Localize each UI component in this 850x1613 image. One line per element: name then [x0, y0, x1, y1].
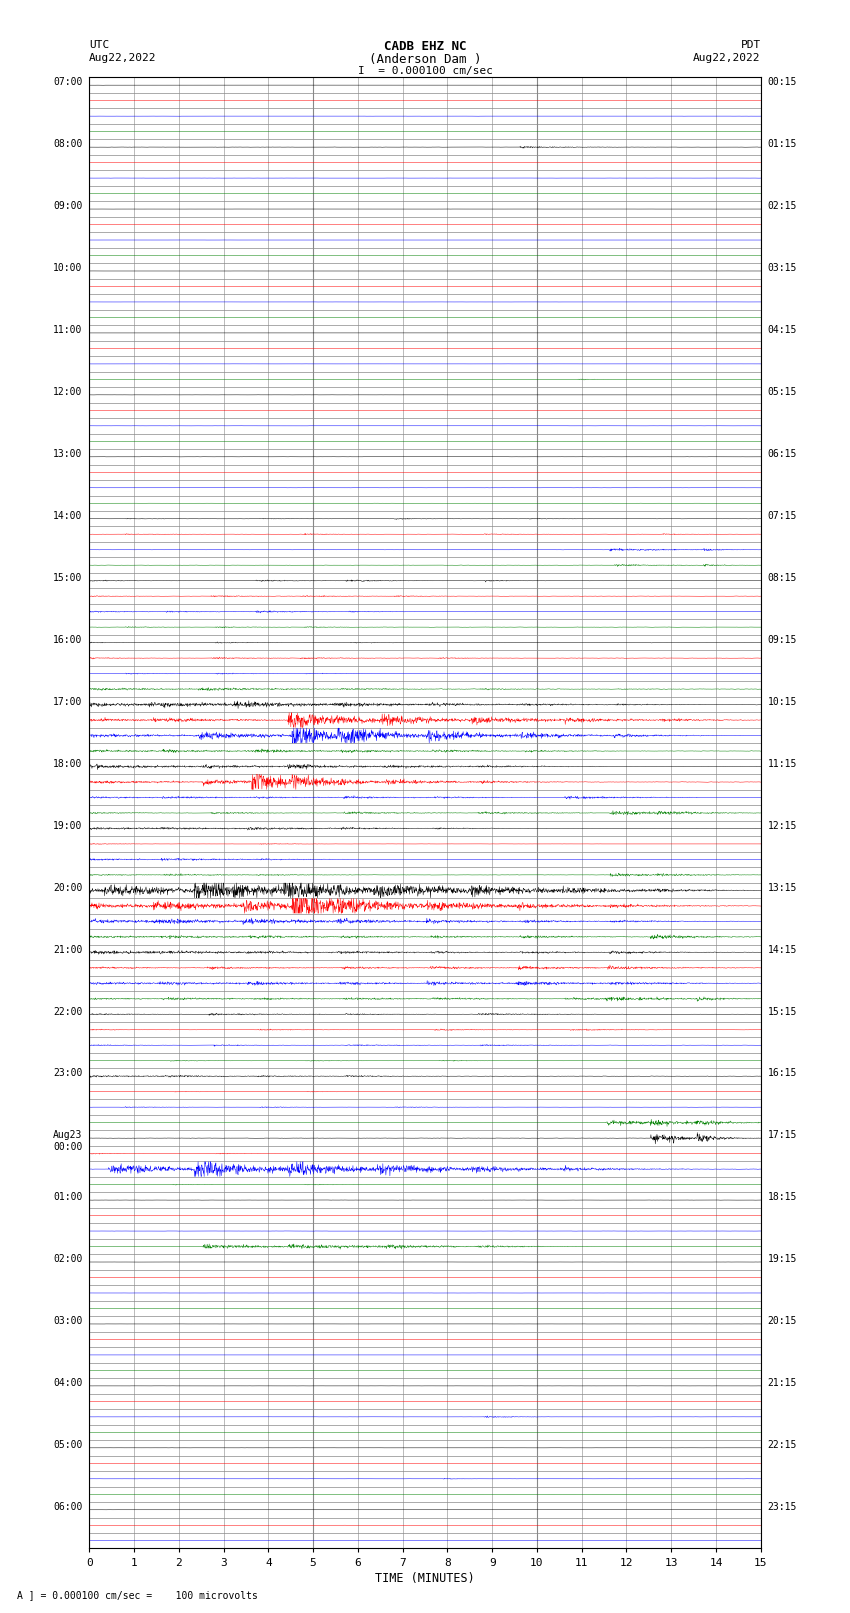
Text: 10:00: 10:00	[54, 263, 82, 273]
Text: 19:15: 19:15	[768, 1255, 796, 1265]
Text: 04:00: 04:00	[54, 1378, 82, 1389]
Text: (Anderson Dam ): (Anderson Dam )	[369, 53, 481, 66]
Text: 00:15: 00:15	[768, 77, 796, 87]
Text: Aug22,2022: Aug22,2022	[89, 53, 156, 63]
Text: 21:15: 21:15	[768, 1378, 796, 1389]
Text: A ] = 0.000100 cm/sec =    100 microvolts: A ] = 0.000100 cm/sec = 100 microvolts	[17, 1590, 258, 1600]
Text: 14:15: 14:15	[768, 945, 796, 955]
Text: 01:15: 01:15	[768, 139, 796, 150]
Text: I  = 0.000100 cm/sec: I = 0.000100 cm/sec	[358, 66, 492, 76]
Text: 08:00: 08:00	[54, 139, 82, 150]
Text: 11:15: 11:15	[768, 758, 796, 769]
Text: 13:15: 13:15	[768, 882, 796, 892]
Text: Aug23
00:00: Aug23 00:00	[54, 1131, 82, 1152]
Text: 08:15: 08:15	[768, 573, 796, 582]
Text: 16:15: 16:15	[768, 1068, 796, 1079]
Text: 10:15: 10:15	[768, 697, 796, 706]
Text: 23:00: 23:00	[54, 1068, 82, 1079]
Text: 06:00: 06:00	[54, 1502, 82, 1511]
Text: 18:00: 18:00	[54, 758, 82, 769]
Text: 01:00: 01:00	[54, 1192, 82, 1202]
Text: PDT: PDT	[740, 40, 761, 50]
Text: 05:15: 05:15	[768, 387, 796, 397]
Text: 02:15: 02:15	[768, 202, 796, 211]
Text: 21:00: 21:00	[54, 945, 82, 955]
Text: 19:00: 19:00	[54, 821, 82, 831]
Text: 14:00: 14:00	[54, 511, 82, 521]
Text: 15:00: 15:00	[54, 573, 82, 582]
Text: 15:15: 15:15	[768, 1007, 796, 1016]
Text: 20:15: 20:15	[768, 1316, 796, 1326]
Text: 09:00: 09:00	[54, 202, 82, 211]
Text: 03:15: 03:15	[768, 263, 796, 273]
Text: 03:00: 03:00	[54, 1316, 82, 1326]
Text: 06:15: 06:15	[768, 448, 796, 460]
Text: 20:00: 20:00	[54, 882, 82, 892]
Text: 17:00: 17:00	[54, 697, 82, 706]
Text: 11:00: 11:00	[54, 326, 82, 336]
Text: 17:15: 17:15	[768, 1131, 796, 1140]
Text: 18:15: 18:15	[768, 1192, 796, 1202]
Text: 13:00: 13:00	[54, 448, 82, 460]
Text: 07:00: 07:00	[54, 77, 82, 87]
Text: 09:15: 09:15	[768, 636, 796, 645]
Text: 05:00: 05:00	[54, 1440, 82, 1450]
Text: 16:00: 16:00	[54, 636, 82, 645]
Text: CADB EHZ NC: CADB EHZ NC	[383, 40, 467, 53]
X-axis label: TIME (MINUTES): TIME (MINUTES)	[375, 1571, 475, 1584]
Text: Aug22,2022: Aug22,2022	[694, 53, 761, 63]
Text: 22:00: 22:00	[54, 1007, 82, 1016]
Text: 22:15: 22:15	[768, 1440, 796, 1450]
Text: 12:00: 12:00	[54, 387, 82, 397]
Text: 23:15: 23:15	[768, 1502, 796, 1511]
Text: UTC: UTC	[89, 40, 110, 50]
Text: 07:15: 07:15	[768, 511, 796, 521]
Text: 04:15: 04:15	[768, 326, 796, 336]
Text: 12:15: 12:15	[768, 821, 796, 831]
Text: 02:00: 02:00	[54, 1255, 82, 1265]
